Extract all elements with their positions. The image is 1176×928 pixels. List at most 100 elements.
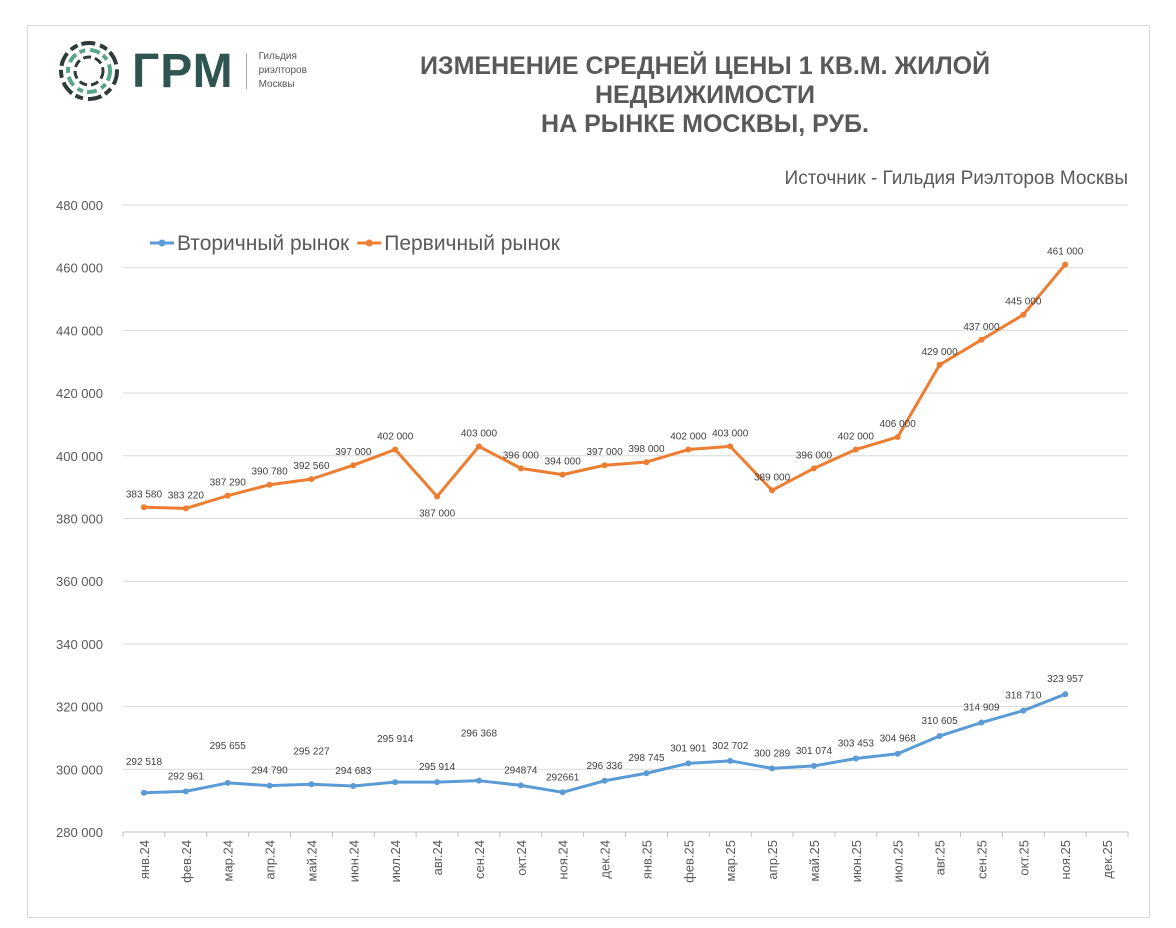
logo-ring-icon: [59, 41, 119, 101]
data-point: [559, 471, 566, 478]
data-point: [140, 504, 147, 511]
x-tick-label: фев.24: [179, 840, 194, 883]
data-label: 318 710: [1005, 691, 1042, 702]
data-label: 396 000: [796, 450, 833, 461]
legend-label: Вторичный рынок: [177, 232, 350, 255]
x-tick-label: июл.25: [891, 840, 906, 882]
data-point: [810, 762, 817, 769]
x-tick-label: апр.25: [765, 840, 780, 880]
data-label: 314 909: [963, 703, 1000, 714]
x-tick-label: апр.24: [263, 840, 278, 880]
data-label: 461 000: [1047, 247, 1084, 258]
y-tick-label: 380 000: [56, 512, 103, 527]
y-tick-label: 280 000: [56, 825, 103, 840]
data-point: [308, 781, 315, 788]
data-point: [1062, 261, 1069, 268]
data-point: [894, 750, 901, 757]
data-label: 301 901: [670, 743, 707, 754]
data-point: [392, 779, 399, 786]
data-point: [685, 446, 692, 453]
data-point: [559, 789, 566, 796]
x-tick-label: май.25: [807, 840, 822, 882]
data-point: [727, 757, 734, 764]
data-point: [685, 760, 692, 767]
data-point: [224, 492, 231, 499]
chart-title-line1: ИЗМЕНЕНИЕ СРЕДНЕЙ ЦЕНЫ 1 КВ.М. ЖИЛОЙ НЕД…: [419, 52, 991, 109]
data-point: [434, 779, 441, 786]
data-label: 403 000: [461, 428, 498, 439]
data-point: [140, 789, 147, 796]
data-point: [1062, 691, 1069, 698]
data-label: 292661: [546, 772, 580, 783]
data-point: [769, 487, 776, 494]
x-tick-label: май.24: [304, 840, 319, 882]
logo-subtitle-line: риэлторов: [258, 65, 307, 76]
data-point: [1020, 707, 1027, 714]
data-label: 389 000: [754, 472, 791, 483]
data-point: [517, 782, 524, 789]
data-label: 295 914: [377, 734, 414, 745]
x-tick-label: дек.25: [1100, 840, 1115, 879]
data-point: [894, 433, 901, 440]
logo-subtitle-line: Москвы: [258, 79, 295, 90]
data-point: [350, 782, 357, 789]
data-point: [224, 779, 231, 786]
data-label: 295 227: [293, 746, 330, 757]
data-point: [434, 493, 441, 500]
data-label: 304 968: [880, 734, 917, 745]
data-point: [643, 770, 650, 777]
x-tick-label: окт.25: [1016, 840, 1031, 876]
data-label: 387 000: [419, 509, 456, 520]
data-point: [182, 788, 189, 795]
x-tick-label: дек.24: [598, 840, 613, 879]
data-label: 429 000: [921, 347, 958, 358]
data-label: 396 000: [503, 450, 540, 461]
data-label: 445 000: [1005, 297, 1042, 308]
data-point: [852, 446, 859, 453]
data-label: 310 605: [921, 716, 958, 727]
data-point: [727, 443, 734, 450]
data-label: 303 453: [838, 738, 875, 749]
y-tick-label: 360 000: [56, 574, 103, 589]
data-point: [852, 755, 859, 762]
data-label: 292 518: [126, 757, 163, 768]
data-label: 392 560: [293, 461, 330, 472]
data-label: 437 000: [963, 322, 1000, 333]
legend-marker: [365, 239, 373, 247]
x-tick-label: окт.24: [514, 840, 529, 876]
data-label: 406 000: [880, 419, 917, 430]
x-tick-label: июн.24: [346, 840, 361, 882]
logo-subtitle-line: Гильдия: [258, 51, 297, 62]
data-point: [810, 465, 817, 472]
data-label: 294 683: [335, 766, 372, 777]
data-label: 402 000: [377, 432, 414, 443]
data-label: 296 336: [586, 761, 623, 772]
chart-frame: [27, 25, 1150, 918]
data-label: 383 580: [126, 489, 163, 500]
logo: ГРМ Гильдия риэлторов Москвы: [58, 40, 307, 102]
x-tick-label: сен.25: [974, 840, 989, 879]
x-tick-label: мар.24: [221, 840, 236, 881]
y-tick-label: 320 000: [56, 700, 103, 715]
data-label: 397 000: [586, 447, 623, 458]
data-point: [601, 462, 608, 469]
data-point: [978, 719, 985, 726]
data-point: [1020, 311, 1027, 318]
data-point: [350, 462, 357, 469]
legend-label: Первичный рынок: [384, 232, 561, 255]
data-label: 301 074: [796, 746, 833, 757]
logo-text: ГРМ: [132, 44, 234, 98]
data-label: 296 368: [461, 729, 498, 740]
logo-divider: [245, 53, 247, 89]
data-point: [936, 733, 943, 740]
data-point: [643, 459, 650, 466]
y-tick-label: 340 000: [56, 637, 103, 652]
y-tick-label: 400 000: [56, 449, 103, 464]
data-label: 383 220: [168, 490, 205, 501]
chart-title: ИЗМЕНЕНИЕ СРЕДНЕЙ ЦЕНЫ 1 КВ.М. ЖИЛОЙ НЕД…: [320, 52, 1090, 139]
data-label: 295 655: [210, 741, 247, 752]
chart-title-line2: НА РЫНКЕ МОСКВЫ, РУБ.: [541, 110, 869, 138]
data-label: 402 000: [670, 432, 707, 443]
data-label: 387 290: [210, 478, 247, 489]
